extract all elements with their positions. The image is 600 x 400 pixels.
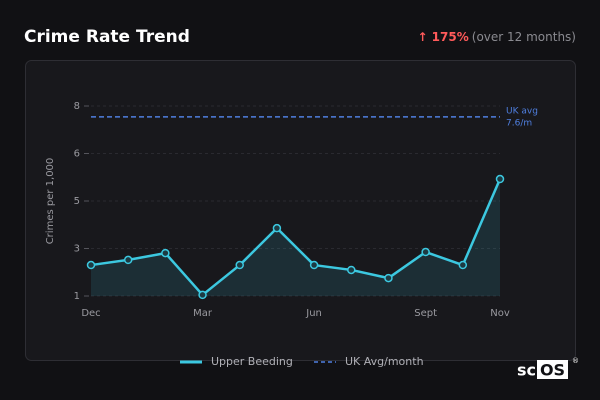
brand-box xyxy=(537,360,568,379)
change: ↑ 175% xyxy=(417,30,468,44)
point xyxy=(309,260,319,270)
legend-label: Upper Beeding xyxy=(211,355,293,368)
brand-mark: ® xyxy=(572,357,579,365)
y-tick-label: 1 xyxy=(74,291,80,302)
x-tick-label: Dec xyxy=(81,308,100,319)
brand-logo: sc OS ® xyxy=(517,357,579,380)
x-tick-label: Jun xyxy=(305,308,322,319)
line xyxy=(90,178,502,297)
point xyxy=(198,290,207,300)
point xyxy=(86,260,96,270)
x-tick-label: Nov xyxy=(490,308,510,319)
change-summary: ↑ 175% (over 12 months) xyxy=(417,30,576,44)
change-note: (over 12 months) xyxy=(472,30,576,44)
brand-boxed: OS xyxy=(540,361,565,380)
x-tick-label: Sept xyxy=(414,308,437,319)
brand-prefix: sc xyxy=(517,361,536,380)
chart-title: Crime Rate Trend xyxy=(24,27,190,47)
point xyxy=(421,247,430,257)
point xyxy=(495,174,505,184)
y-axis-label: Crimes per 1,000 xyxy=(45,158,56,245)
reference-value-label: 7.6/m xyxy=(506,118,532,128)
x-tick-label: Mar xyxy=(193,308,213,319)
y-tick-label: 6 xyxy=(74,149,80,160)
chart-panel xyxy=(25,60,576,361)
point xyxy=(161,248,170,258)
area xyxy=(91,179,500,296)
y-tick-label: 3 xyxy=(74,244,80,255)
point xyxy=(458,260,468,270)
y-tick-label: 5 xyxy=(74,196,80,207)
point xyxy=(235,260,244,270)
legend-label: UK Avg/month xyxy=(345,355,424,368)
y-tick-label: 8 xyxy=(74,101,80,112)
point xyxy=(123,255,133,265)
point xyxy=(272,223,282,233)
point xyxy=(347,265,356,275)
point xyxy=(384,273,393,283)
reference-label: UK avg xyxy=(506,106,538,116)
